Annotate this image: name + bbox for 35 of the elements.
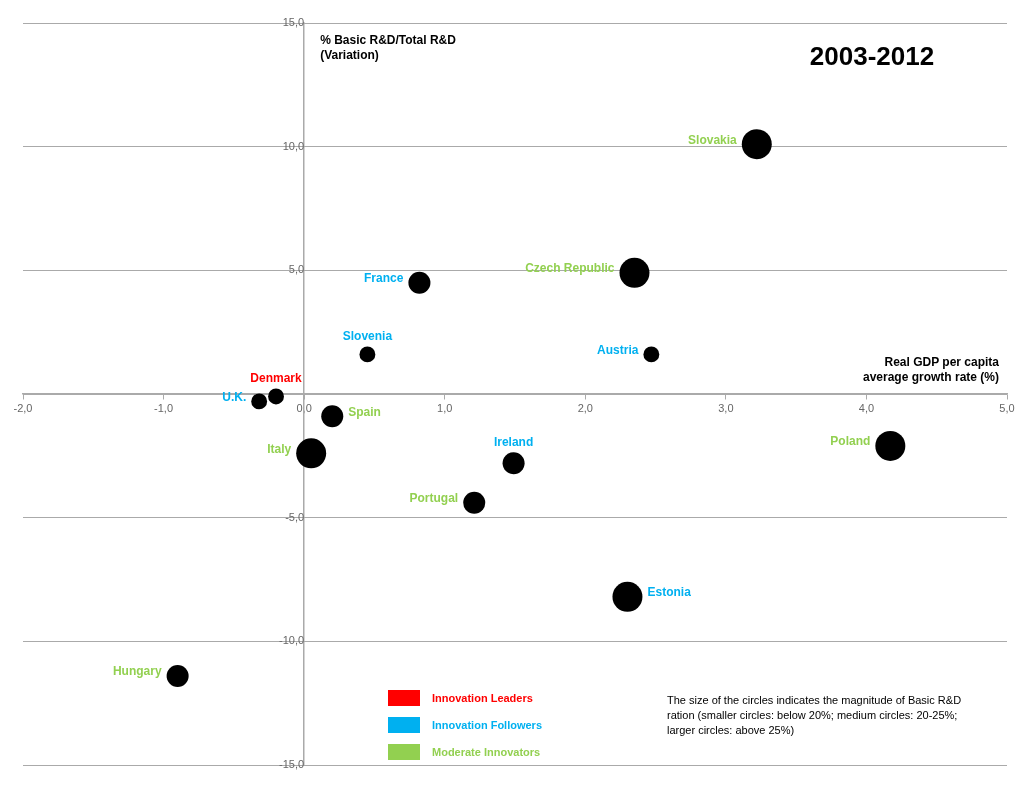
data-label: Italy: [267, 441, 292, 456]
y-tick-label: -10,0: [279, 634, 305, 647]
annotation: Moderate Innovators: [432, 745, 541, 758]
x-tick-label: 5,0: [999, 401, 1015, 414]
data-label: Poland: [830, 434, 871, 449]
x-tick-label: -1,0: [154, 401, 174, 414]
annotation: The size of the circles indicates the magnitude of Basic R&D ration (smaller circles: below 20%; medium circles: 20-25%; larger circles: above 25%): [667, 693, 962, 736]
y-axis-title: % Basic R&D/Total R&D (Variation): [320, 33, 457, 63]
x-tick-label: 2,0: [577, 401, 593, 414]
x-tick-label: 1,0: [437, 401, 453, 414]
x-tick-label: 3,0: [718, 401, 734, 414]
x-axis-title: Real GDP per capita average growth rate (%): [862, 355, 1000, 385]
annotation: Innovation Followers: [432, 718, 543, 731]
data-label: Denmark: [250, 370, 303, 385]
data-label: Estonia: [647, 585, 692, 600]
data-label: Ireland: [493, 434, 534, 449]
y-tick-label: 15,0: [282, 16, 305, 29]
x-tick-label: -2,0: [13, 401, 33, 414]
text: 2003-2012: [809, 41, 935, 72]
y-tick-label: -5,0: [285, 510, 305, 523]
data-label: Slovenia: [342, 328, 393, 343]
data-label: France: [364, 271, 404, 286]
data-label: U.K.: [222, 389, 247, 404]
data-label: Austria: [597, 342, 639, 357]
annotation: Innovation Leaders: [432, 691, 533, 704]
data-label: Hungary: [112, 664, 162, 679]
y-tick-label: -15,0: [279, 758, 305, 771]
data-label: Spain: [348, 404, 381, 419]
x-tick-label: 4,0: [858, 401, 875, 414]
data-label: Czech Republic: [525, 261, 615, 276]
y-tick-label: 10,0: [282, 139, 305, 152]
x-tick-label: 0,0: [296, 401, 312, 414]
data-label: Portugal: [409, 491, 459, 506]
y-tick-label: 5,0: [288, 263, 305, 276]
data-label: Slovakia: [688, 132, 738, 147]
